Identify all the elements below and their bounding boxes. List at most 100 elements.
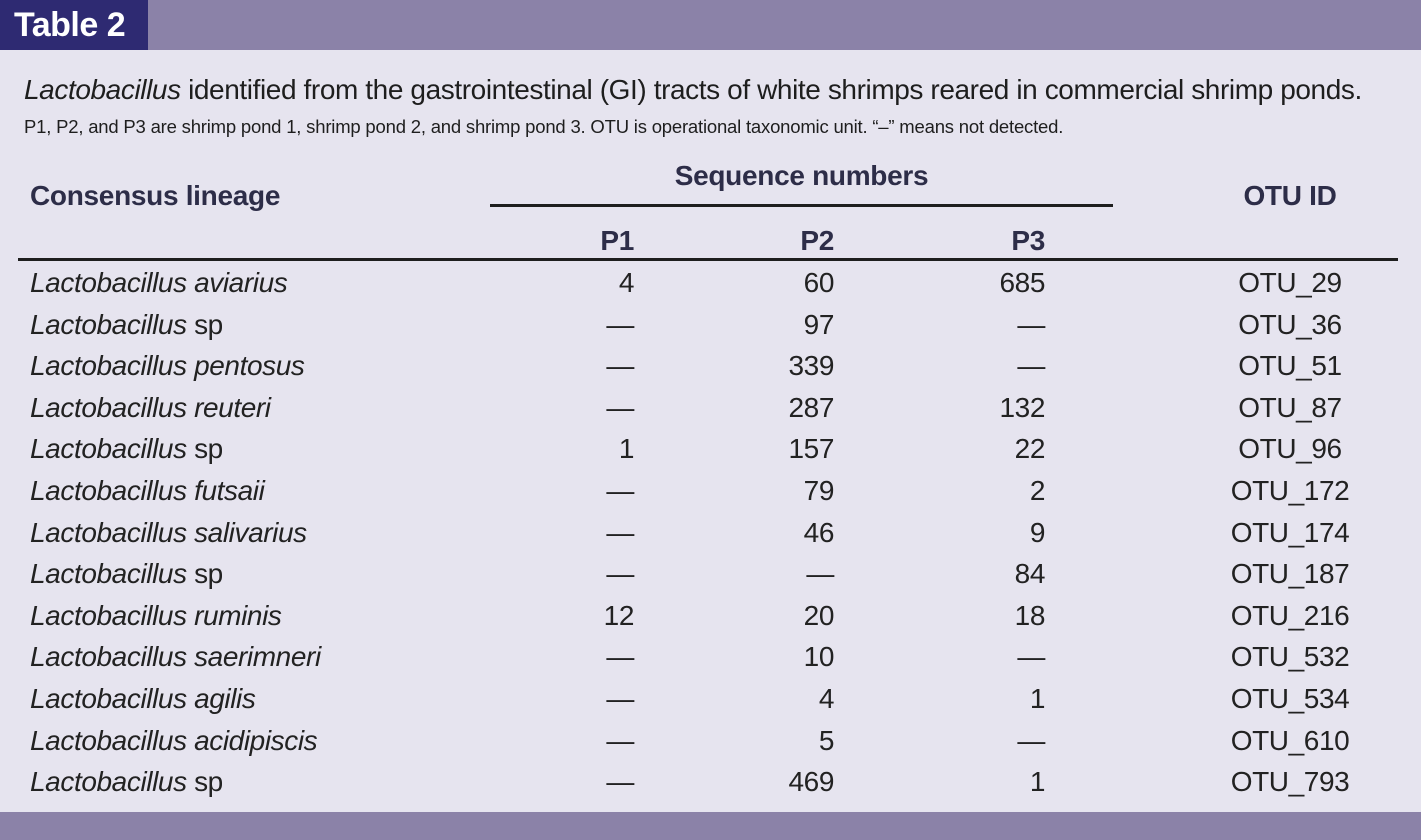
table-row: Lactobacillus acidipiscis — 5 — OTU_610: [0, 720, 1421, 762]
table-body: Lactobacillus aviarius 4 60 685 OTU_29 Lactob…: [0, 262, 1421, 803]
cell-otu-id: OTU_36: [1238, 308, 1342, 340]
table-row: Lactobacillus saerimneri — 10 — OTU_532: [0, 636, 1421, 678]
cell-p3: —: [1017, 724, 1045, 756]
cell-consensus-lineage: Lactobacillus sp: [30, 304, 223, 346]
header-rule: [18, 258, 1398, 261]
cell-p1: 4: [618, 267, 635, 298]
header-p1: P1: [600, 225, 634, 256]
cell-p2: 469: [788, 766, 834, 798]
caption-genus: Lactobacillus: [24, 74, 181, 105]
cell-p1: —: [606, 724, 634, 756]
cell-p2: 79: [803, 474, 835, 506]
cell-consensus-lineage: Lactobacillus aviarius: [30, 262, 288, 304]
lineage-species: sp: [186, 558, 223, 590]
cell-consensus-lineage: Lactobacillus acidipiscis: [30, 720, 318, 762]
cell-consensus-lineage: Lactobacillus sp: [30, 761, 223, 803]
cell-p2: 20: [803, 599, 835, 631]
lineage-genus: Lactobacillus: [30, 558, 187, 590]
cell-p1: —: [606, 558, 634, 590]
lineage-species: saerimneri: [186, 641, 321, 673]
cell-otu-id: OTU_216: [1230, 599, 1350, 631]
cell-otu-id: OTU_172: [1230, 474, 1350, 506]
cell-p1: —: [606, 391, 634, 423]
cell-consensus-lineage: Lactobacillus saerimneri: [30, 636, 321, 678]
cell-p1: —: [606, 308, 634, 340]
cell-p2: 287: [788, 391, 834, 423]
cell-p3: 2: [1029, 474, 1046, 506]
cell-p1: —: [606, 516, 634, 548]
header-consensus-lineage: Consensus lineage: [30, 180, 281, 211]
lineage-genus: Lactobacillus: [30, 350, 187, 382]
caption-text: identified from the gastrointestinal (GI…: [180, 74, 1362, 105]
cell-p2: 46: [803, 516, 835, 548]
cell-consensus-lineage: Lactobacillus pentosus: [30, 345, 305, 387]
header-p3: P3: [1011, 225, 1045, 256]
cell-consensus-lineage: Lactobacillus salivarius: [30, 512, 307, 554]
lineage-genus: Lactobacillus: [30, 766, 187, 798]
lineage-genus: Lactobacillus: [30, 308, 187, 340]
table-row: Lactobacillus reuteri — 287 132 OTU_87: [0, 387, 1421, 429]
lineage-species: sp: [186, 433, 223, 465]
table-label: Table 2: [0, 0, 148, 50]
sequence-numbers-rule: [490, 204, 1113, 207]
cell-p3: 1: [1029, 682, 1046, 714]
cell-otu-id: OTU_87: [1238, 391, 1342, 423]
cell-p1: —: [606, 682, 634, 714]
cell-otu-id: OTU_174: [1230, 516, 1350, 548]
lineage-species: salivarius: [186, 516, 307, 548]
cell-p3: 132: [999, 391, 1045, 423]
cell-p2: 157: [788, 433, 834, 465]
table-row: Lactobacillus futsaii — 79 2 OTU_172: [0, 470, 1421, 512]
cell-p1: —: [606, 641, 634, 673]
cell-p3: —: [1017, 641, 1045, 673]
cell-p2: 339: [788, 350, 834, 382]
cell-p1: —: [606, 350, 634, 382]
cell-otu-id: OTU_610: [1230, 724, 1350, 756]
cell-consensus-lineage: Lactobacillus reuteri: [30, 387, 271, 429]
cell-otu-id: OTU_532: [1230, 641, 1350, 673]
cell-p2: 5: [818, 724, 835, 756]
lineage-genus: Lactobacillus: [30, 267, 187, 298]
cell-consensus-lineage: Lactobacillus agilis: [30, 678, 256, 720]
cell-otu-id: OTU_29: [1238, 267, 1342, 298]
cell-p3: 685: [999, 267, 1045, 298]
cell-p3: 22: [1014, 433, 1046, 465]
cell-otu-id: OTU_534: [1230, 682, 1350, 714]
cell-consensus-lineage: Lactobacillus ruminis: [30, 595, 282, 637]
cell-p1: 1: [618, 433, 635, 465]
lineage-genus: Lactobacillus: [30, 641, 187, 673]
cell-otu-id: OTU_793: [1230, 766, 1350, 798]
lineage-species: futsaii: [186, 474, 265, 506]
table-row: Lactobacillus aviarius 4 60 685 OTU_29: [0, 262, 1421, 304]
bottom-band: [0, 812, 1421, 840]
table-row: Lactobacillus ruminis 12 20 18 OTU_216: [0, 595, 1421, 637]
cell-otu-id: OTU_51: [1238, 350, 1342, 382]
header-p2: P2: [800, 225, 834, 256]
cell-p3: —: [1017, 308, 1045, 340]
lineage-species: acidipiscis: [186, 724, 318, 756]
cell-p1: 12: [603, 599, 635, 631]
lineage-genus: Lactobacillus: [30, 682, 187, 714]
table-row: Lactobacillus sp — 97 — OTU_36: [0, 304, 1421, 346]
table-row: Lactobacillus salivarius — 46 9 OTU_174: [0, 512, 1421, 554]
lineage-genus: Lactobacillus: [30, 474, 187, 506]
lineage-genus: Lactobacillus: [30, 599, 187, 631]
table-row: Lactobacillus pentosus — 339 — OTU_51: [0, 345, 1421, 387]
cell-consensus-lineage: Lactobacillus futsaii: [30, 470, 265, 512]
table-row: Lactobacillus sp 1 157 22 OTU_96: [0, 428, 1421, 470]
cell-p2: 4: [818, 682, 835, 714]
table-row: Lactobacillus sp — 469 1 OTU_793: [0, 761, 1421, 803]
header-sequence-numbers: Sequence numbers: [674, 160, 929, 191]
lineage-species: sp: [186, 766, 223, 798]
lineage-genus: Lactobacillus: [30, 391, 187, 423]
lineage-species: aviarius: [186, 267, 288, 298]
lineage-species: sp: [186, 308, 223, 340]
lineage-genus: Lactobacillus: [30, 433, 187, 465]
lineage-species: ruminis: [186, 599, 282, 631]
cell-consensus-lineage: Lactobacillus sp: [30, 428, 223, 470]
cell-p2: 60: [803, 267, 835, 298]
table-row: Lactobacillus sp — — 84 OTU_187: [0, 553, 1421, 595]
top-band: [0, 0, 1421, 50]
cell-consensus-lineage: Lactobacillus sp: [30, 553, 223, 595]
